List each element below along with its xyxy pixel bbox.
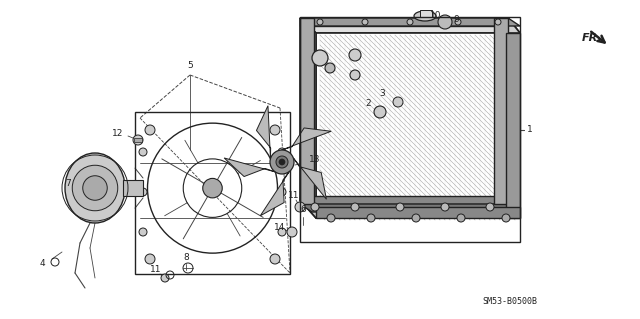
- Circle shape: [161, 274, 169, 282]
- Text: FR.: FR.: [582, 33, 603, 43]
- Text: 4: 4: [39, 258, 45, 268]
- Text: SM53-B0500B: SM53-B0500B: [483, 298, 538, 307]
- Circle shape: [351, 203, 359, 211]
- Circle shape: [441, 203, 449, 211]
- Polygon shape: [300, 18, 316, 218]
- Circle shape: [350, 70, 360, 80]
- Circle shape: [374, 106, 386, 118]
- Circle shape: [72, 165, 118, 211]
- Circle shape: [396, 203, 404, 211]
- Circle shape: [486, 203, 494, 211]
- Polygon shape: [300, 18, 520, 26]
- Circle shape: [276, 156, 288, 168]
- Circle shape: [203, 178, 222, 198]
- Circle shape: [270, 150, 294, 174]
- Bar: [300, 17, 520, 242]
- Text: 13: 13: [309, 155, 321, 165]
- Text: 5: 5: [187, 62, 193, 70]
- Circle shape: [393, 97, 403, 107]
- Circle shape: [278, 188, 286, 196]
- Text: 3: 3: [379, 88, 385, 98]
- Bar: [123, 180, 143, 196]
- Bar: [134, 138, 142, 142]
- Circle shape: [495, 19, 501, 25]
- Bar: [300, 18, 314, 204]
- Polygon shape: [224, 158, 275, 176]
- Polygon shape: [300, 204, 520, 212]
- Circle shape: [270, 125, 280, 135]
- Bar: [300, 196, 508, 204]
- Circle shape: [349, 49, 361, 61]
- Bar: [494, 18, 508, 204]
- Text: 11: 11: [288, 190, 300, 199]
- Text: 2: 2: [365, 99, 371, 108]
- Circle shape: [133, 135, 143, 145]
- Circle shape: [455, 19, 461, 25]
- Circle shape: [317, 19, 323, 25]
- Text: 7: 7: [65, 179, 71, 188]
- Polygon shape: [316, 33, 520, 218]
- Text: 8: 8: [183, 253, 189, 262]
- Circle shape: [139, 188, 147, 196]
- Ellipse shape: [414, 11, 436, 21]
- Circle shape: [295, 202, 305, 212]
- Circle shape: [325, 63, 335, 73]
- Text: 12: 12: [112, 129, 124, 137]
- Polygon shape: [293, 158, 326, 199]
- Circle shape: [312, 50, 328, 66]
- Circle shape: [412, 214, 420, 222]
- Bar: [135, 112, 290, 274]
- Circle shape: [278, 228, 286, 236]
- Bar: [316, 207, 520, 218]
- Circle shape: [145, 125, 155, 135]
- Circle shape: [502, 214, 510, 222]
- Polygon shape: [508, 18, 520, 218]
- Circle shape: [139, 148, 147, 156]
- Text: 1: 1: [527, 125, 533, 135]
- Circle shape: [83, 176, 108, 200]
- Text: 11: 11: [150, 265, 162, 275]
- Polygon shape: [257, 106, 271, 159]
- Ellipse shape: [65, 153, 125, 223]
- Circle shape: [327, 214, 335, 222]
- Circle shape: [457, 214, 465, 222]
- Polygon shape: [260, 171, 289, 216]
- Circle shape: [287, 227, 297, 237]
- Bar: [300, 18, 508, 26]
- Bar: [506, 33, 520, 218]
- Polygon shape: [300, 18, 520, 33]
- Bar: [420, 10, 432, 17]
- Circle shape: [407, 19, 413, 25]
- Circle shape: [145, 254, 155, 264]
- Circle shape: [279, 159, 285, 165]
- Circle shape: [139, 228, 147, 236]
- Circle shape: [362, 19, 368, 25]
- Circle shape: [367, 214, 375, 222]
- Circle shape: [311, 203, 319, 211]
- Text: 9: 9: [453, 16, 459, 25]
- Polygon shape: [282, 128, 331, 150]
- Circle shape: [438, 15, 452, 29]
- Text: 6: 6: [300, 205, 306, 214]
- Polygon shape: [300, 200, 520, 218]
- Text: 10: 10: [430, 11, 442, 19]
- Circle shape: [278, 148, 286, 156]
- Text: 14: 14: [275, 222, 285, 232]
- Circle shape: [270, 254, 280, 264]
